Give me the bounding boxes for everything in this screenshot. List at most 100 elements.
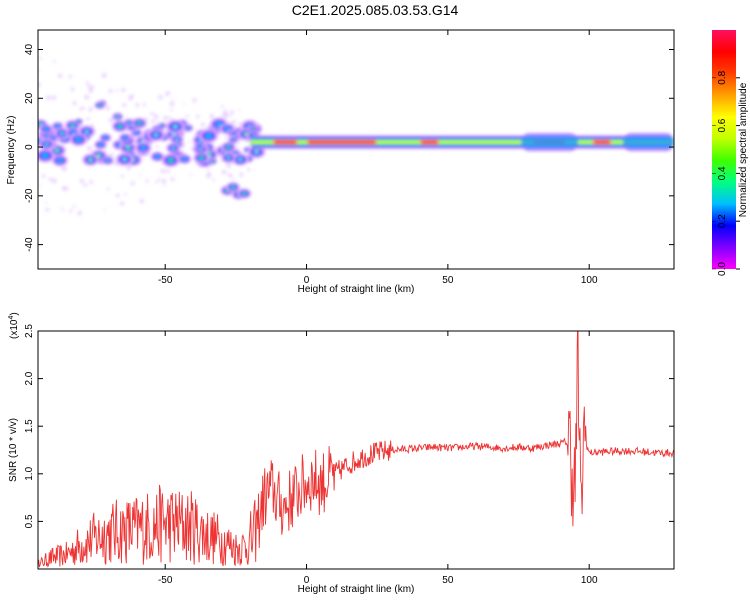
spectrogram-speck (116, 89, 119, 92)
spectrogram-blob (103, 136, 108, 140)
spectrogram-heatmap (38, 57, 674, 216)
spectrogram-speck (87, 146, 93, 151)
spectrogram-blob (227, 157, 230, 159)
spectrogram-blob (172, 133, 175, 136)
spectrogram-speck (200, 122, 205, 127)
spectrogram-speck (72, 205, 76, 208)
colorbar-tick-label: 0.4 (717, 166, 728, 180)
spectrogram-blob (89, 158, 92, 161)
spectrogram-blob (70, 123, 75, 127)
spectrogram-speck (238, 122, 242, 126)
snr-multiplier-base: (x10 (9, 319, 20, 339)
snr-xtick-label: 0 (304, 575, 310, 586)
spectrogram-speck (190, 148, 194, 151)
spectrogram-speck (169, 101, 175, 107)
spectrogram-speck (41, 174, 46, 178)
spectrogram-ticks: -50 0 50 100 -40 -20 0 20 40 (24, 30, 674, 286)
spectrogram-blob (125, 146, 131, 150)
spectrogram-speck (79, 107, 83, 111)
spectrogram-speck (206, 173, 211, 179)
spectrogram-speck (45, 96, 49, 100)
spectrogram-speck (158, 94, 163, 100)
spectrogram-speck (79, 178, 85, 184)
spectrogram-speck (88, 107, 93, 112)
spectrogram-speck (120, 201, 125, 206)
spectrogram-speck (124, 192, 128, 196)
spectrogram-blob (154, 154, 161, 159)
spectrogram-speck (62, 209, 65, 212)
spectrogram-speck (161, 178, 167, 184)
spectrogram-blob (175, 138, 178, 141)
snr-series-line (38, 331, 674, 568)
colorbar-tick-label: 0.2 (717, 214, 728, 228)
spectrogram-speck (126, 165, 132, 171)
spectrogram-speck (38, 82, 41, 88)
spectrogram-speck (68, 74, 73, 79)
spectrogram-speck (108, 117, 114, 123)
spectrogram-speck (53, 60, 56, 63)
snr-ytick-label: 1.0 (24, 466, 35, 480)
spectrogram-speck (51, 178, 57, 184)
spectrogram-speck (138, 173, 142, 176)
spectrogram-blob (43, 127, 49, 131)
spectrogram-speck (57, 73, 63, 79)
spectrogram-ytick-label: 20 (24, 92, 35, 104)
snr-ytick-label: 0.5 (24, 514, 35, 528)
spectrogram-speck (222, 170, 226, 174)
spectrogram-blob (97, 154, 101, 157)
spectrogram-blob (51, 136, 56, 140)
spectrogram-speck (130, 94, 134, 99)
spectrogram-blob (172, 147, 175, 149)
spectrogram-speck (231, 120, 237, 125)
spectrogram-speck (59, 207, 62, 210)
spectrogram-speck (163, 183, 166, 187)
snr-ytick-label: 2.0 (24, 371, 35, 385)
spectrogram-speck (69, 209, 73, 213)
snr-ytick-label: 2.5 (24, 324, 35, 338)
spectrogram-speck (247, 168, 251, 172)
spectrogram-blob (134, 131, 139, 135)
spectrogram-blob (211, 160, 214, 162)
spectrogram-blob (238, 158, 242, 161)
spectrogram-ylabel: Frequency (Hz) (6, 116, 17, 185)
spectrogram-blob (186, 126, 191, 130)
spectrogram-speck (110, 154, 113, 157)
spectrogram-blob-low (242, 192, 247, 195)
spectrogram-speck (239, 172, 244, 177)
spectrogram-blob (161, 124, 164, 127)
spectrogram-speck (108, 88, 113, 93)
spectrogram-speck (229, 114, 232, 118)
spectrogram-blob (56, 158, 64, 163)
spectrogram-band-wide-inner (623, 136, 674, 149)
spectrogram-speck (168, 116, 172, 120)
spectrogram-speck (212, 178, 216, 182)
spectrogram-speck (48, 177, 53, 182)
spectrogram-speck (139, 198, 145, 204)
spectrogram-speck (220, 105, 224, 109)
spectrogram-blob (181, 157, 188, 162)
spectrogram-speck (150, 111, 154, 116)
spectrogram-hot-red (308, 140, 376, 144)
spectrogram-speck (238, 109, 241, 112)
spectrogram-speck (166, 169, 170, 174)
spectrogram-hot-red (594, 140, 610, 144)
spectrogram-hot-red (421, 140, 438, 144)
spectrogram-blob (232, 139, 235, 141)
spectrogram-blob (199, 156, 204, 160)
spectrogram-blob (60, 132, 64, 135)
spectrogram-blob (117, 124, 123, 128)
spectrogram-hot-red (274, 140, 297, 144)
spectrogram-speck (39, 183, 42, 186)
spectrogram-blob (98, 104, 102, 107)
spectrogram-speck (45, 207, 50, 212)
snr-frame (37, 330, 675, 570)
spectrogram-blob (204, 133, 213, 139)
spectrogram-blob (97, 142, 104, 147)
spectrogram-blob-layer (38, 57, 674, 216)
spectrogram-ytick-label: 0 (24, 144, 35, 150)
chart-title: C2E1.2025.085.03.53.G14 (291, 2, 459, 18)
snr-xlabel: Height of straight line (km) (298, 584, 415, 595)
spectrogram-blob (129, 152, 132, 154)
spectrogram-speck (189, 173, 192, 176)
